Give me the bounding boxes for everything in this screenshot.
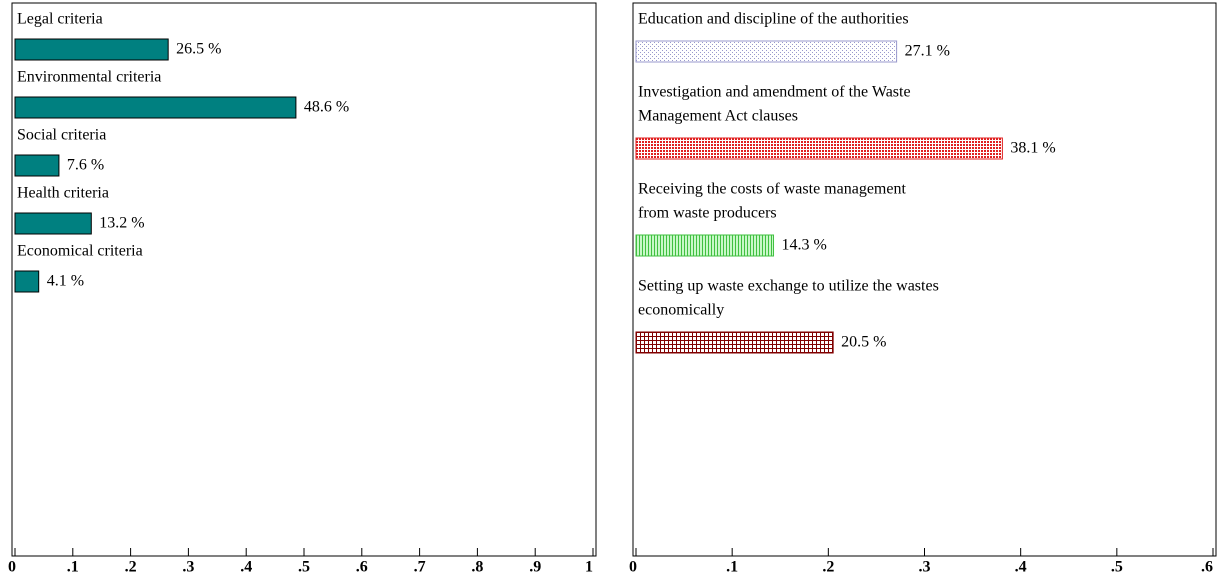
- value-label: 26.5 %: [176, 41, 221, 58]
- category-label: Investigation and amendment of the Waste: [638, 84, 911, 101]
- category-label: Economical criteria: [17, 243, 143, 260]
- category-label: Receiving the costs of waste management: [638, 181, 906, 198]
- category-label: economically: [638, 302, 724, 319]
- x-tick-label: 1: [585, 559, 593, 576]
- value-label: 14.3 %: [782, 237, 827, 254]
- x-tick-label: .2: [125, 559, 137, 576]
- value-label: 48.6 %: [304, 99, 349, 116]
- category-label: Legal criteria: [17, 11, 103, 28]
- bar: [14, 38, 169, 61]
- category-label: Management Act clauses: [638, 108, 798, 125]
- category-label: Environmental criteria: [17, 69, 161, 86]
- bar: [14, 96, 297, 119]
- bar: [14, 270, 40, 293]
- x-tick-label: .9: [529, 559, 541, 576]
- bar: [14, 212, 92, 235]
- x-tick-label: .8: [471, 559, 483, 576]
- value-label: 27.1 %: [905, 43, 950, 60]
- x-tick-label: .6: [356, 559, 368, 576]
- x-tick-label: 0: [629, 559, 637, 576]
- x-tick-label: .4: [1015, 559, 1027, 576]
- bar: [635, 331, 834, 354]
- x-tick-label: .4: [240, 559, 252, 576]
- bar: [635, 137, 1003, 160]
- x-tick-label: 0: [8, 559, 16, 576]
- x-tick-label: .5: [1111, 559, 1123, 576]
- value-label: 7.6 %: [67, 157, 104, 174]
- bar: [635, 40, 898, 63]
- value-label: 38.1 %: [1010, 140, 1055, 157]
- x-tick-label: .6: [1201, 559, 1213, 576]
- x-tick-label: .5: [298, 559, 310, 576]
- x-tick-label: .3: [919, 559, 931, 576]
- category-label: from waste producers: [638, 205, 777, 222]
- category-label: Social criteria: [17, 127, 106, 144]
- plot-frame: [11, 2, 597, 557]
- category-label: Setting up waste exchange to utilize the…: [638, 278, 939, 295]
- bar: [14, 154, 60, 177]
- x-tick-label: .7: [414, 559, 426, 576]
- value-label: 20.5 %: [841, 334, 886, 351]
- x-tick-label: .1: [67, 559, 79, 576]
- value-label: 13.2 %: [99, 215, 144, 232]
- x-tick-label: .1: [726, 559, 738, 576]
- bar: [635, 234, 775, 257]
- category-label: Education and discipline of the authorit…: [638, 11, 909, 28]
- value-label: 4.1 %: [47, 273, 84, 290]
- category-label: Health criteria: [17, 185, 109, 202]
- x-tick-label: .3: [182, 559, 194, 576]
- x-tick-label: .2: [822, 559, 834, 576]
